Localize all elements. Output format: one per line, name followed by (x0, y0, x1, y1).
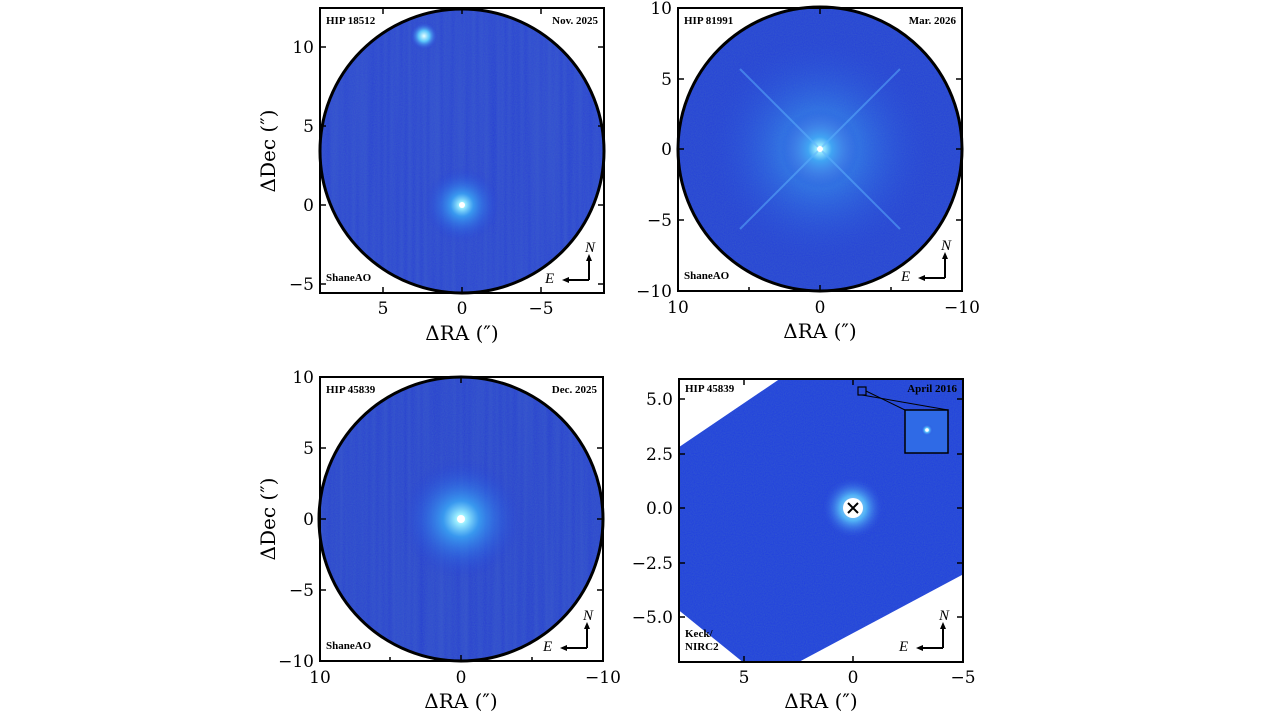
y-tick-label: 10 (650, 0, 672, 19)
panel-target-label: HIP 18512 (326, 15, 376, 27)
compass-north: N (584, 240, 596, 256)
y-tick-label: −10 (636, 282, 672, 302)
panel-date-label: Nov. 2025 (552, 15, 598, 27)
x-axis-title: ΔRA (″) (424, 689, 497, 713)
compass-rose: N E (898, 608, 950, 655)
y-tick-label: −5 (647, 211, 672, 231)
y-axis-ticks (320, 8, 604, 293)
x-tick-label: 5 (378, 299, 389, 319)
panel-target-label: HIP 45839 (326, 384, 376, 396)
y-tick-label: 5 (303, 439, 314, 459)
zoom-connector (861, 394, 949, 411)
compass-east: E (898, 639, 908, 655)
panel-target-label: HIP 81991 (684, 15, 733, 27)
panel-instrument-label: ShaneAO (684, 270, 730, 282)
x-tick-label: 0 (848, 668, 859, 688)
panel-instrument-label-line1: Keck/ (685, 628, 713, 640)
x-axis-title: ΔRA (″) (783, 319, 856, 343)
x-tick-label: 5 (739, 668, 750, 688)
y-axis-title: ΔDec (″) (256, 110, 280, 193)
y-tick-label: 5.0 (646, 390, 673, 410)
panel-hip81991: HIP 81991 Mar. 2026 ShaneAO N E 10 5 0 −… (636, 0, 980, 343)
x-tick-label: −5 (528, 299, 553, 319)
panel-instrument-label: ShaneAO (326, 272, 372, 284)
y-tick-label: 0 (661, 140, 672, 160)
compass-east: E (544, 271, 554, 287)
panel-date-label: Dec. 2025 (552, 384, 598, 396)
panel-date-label: Mar. 2026 (909, 15, 957, 27)
y-tick-label: −10 (278, 652, 314, 672)
y-tick-label: 0.0 (646, 499, 673, 519)
panel-date-label: April 2016 (907, 383, 957, 395)
panel-frame (678, 378, 964, 663)
compass-rose: N E (900, 238, 952, 285)
y-tick-label: −2.5 (632, 554, 673, 574)
compass-north: N (938, 608, 950, 624)
compass-east: E (542, 639, 552, 655)
panel-target-label: HIP 45839 (685, 383, 735, 395)
image-disk (678, 7, 962, 291)
panel-hip18512: HIP 18512 Nov. 2025 ShaneAO N E 10 5 0 −… (256, 7, 606, 345)
panel-instrument-label: ShaneAO (326, 640, 372, 652)
panel-hip45839-shane: HIP 45839 Dec. 2025 ShaneAO N E 10 5 0 −… (256, 368, 621, 713)
y-tick-label: 5 (303, 117, 314, 137)
y-tick-label: 10 (292, 368, 314, 388)
panel-hip45839-keck: HIP 45839 April 2016 Keck/ NIRC2 N E 5.0… (632, 378, 976, 713)
y-tick-label: 0 (303, 196, 314, 216)
host-star-marker (847, 502, 859, 514)
image-disk (319, 377, 603, 661)
compass-north: N (940, 238, 952, 254)
x-tick-label: −5 (950, 668, 975, 688)
axis-ticks (679, 379, 964, 662)
axis-ticks (678, 7, 962, 291)
compass-rose: N E (544, 240, 596, 287)
x-tick-label: 0 (457, 299, 468, 319)
x-tick-label: 10 (667, 298, 689, 318)
zoom-connector (865, 390, 906, 411)
y-tick-label: 5 (661, 70, 672, 90)
compass-east: E (900, 269, 910, 285)
y-tick-label: 10 (292, 38, 314, 58)
companion-source (410, 22, 438, 50)
compass-rose: N E (542, 608, 594, 655)
x-tick-label: −10 (944, 298, 980, 318)
x-axis-title: ΔRA (″) (784, 689, 857, 713)
x-tick-label: 0 (456, 668, 467, 688)
x-axis-title: ΔRA (″) (425, 321, 498, 345)
image-field (679, 379, 963, 662)
y-tick-label: 2.5 (646, 445, 673, 465)
axis-ticks (320, 377, 603, 661)
panel-instrument-label-line2: NIRC2 (685, 641, 719, 653)
y-tick-label: −5 (289, 581, 314, 601)
x-tick-label: 0 (815, 298, 826, 318)
x-tick-label: 10 (309, 668, 331, 688)
y-axis-title: ΔDec (″) (256, 478, 280, 561)
y-tick-label: −5 (289, 275, 314, 295)
compass-north: N (582, 608, 594, 624)
y-tick-label: 0 (303, 510, 314, 530)
image-disk (320, 9, 604, 293)
zoom-inset (904, 409, 949, 454)
x-tick-label: −10 (585, 668, 621, 688)
y-tick-label: −5.0 (632, 608, 673, 628)
